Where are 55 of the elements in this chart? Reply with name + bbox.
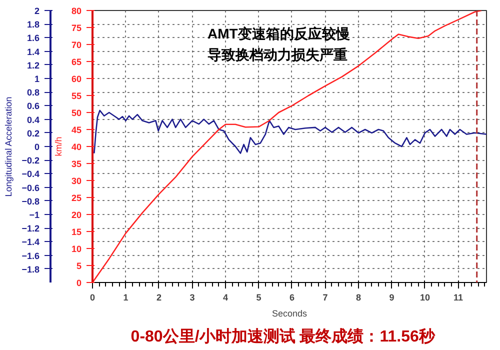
y-tick-label: −0.8 — [22, 196, 40, 206]
x-tick-label: 7 — [322, 292, 328, 302]
y-tick-label: 1.8 — [26, 20, 40, 30]
y-tick-label: 0.6 — [26, 101, 40, 112]
y-tick-label: 1.6 — [26, 33, 40, 44]
x-tick-label: 9 — [389, 292, 394, 302]
y-tick-label: −1.2 — [22, 224, 40, 234]
y-tick-label: −1.8 — [22, 264, 40, 274]
y-tick-label: −1.4 — [22, 237, 40, 248]
y2-tick-label: 15 — [71, 227, 82, 237]
x-tick-label: 1 — [123, 292, 128, 302]
y2-tick-label: 70 — [71, 40, 82, 50]
y-tick-label: −0.4 — [22, 169, 40, 180]
x-axis-title: Seconds — [272, 308, 308, 318]
line-series — [94, 110, 486, 154]
y-tick-label: 0.8 — [26, 88, 40, 98]
y2-tick-label: 35 — [71, 159, 82, 169]
y2-tick-label: 5 — [76, 261, 82, 271]
y2-tick-label: 40 — [71, 142, 82, 152]
y-tick-label: 0 — [34, 142, 40, 152]
y-tick-label: 1.4 — [26, 46, 40, 57]
x-tick-label: 0 — [90, 292, 96, 302]
x-tick-label: 5 — [256, 292, 262, 302]
y2-tick-label: 75 — [71, 23, 82, 33]
y2-tick-label: 30 — [71, 176, 82, 186]
y-tick-label: 0.4 — [26, 114, 40, 125]
y2-tick-label: 60 — [71, 74, 82, 84]
y-tick-label: 0.2 — [26, 128, 40, 138]
annotation: AMT变速箱的反应较慢导致换档动力损失严重 — [208, 26, 350, 62]
y-tick-label: 1 — [34, 74, 40, 84]
y-tick-label: −0.2 — [22, 156, 40, 166]
y-tick-label: −1 — [29, 210, 40, 220]
y2-tick-label: 25 — [71, 193, 82, 203]
x-tick-label: 11 — [453, 292, 463, 302]
x-tick-label: 10 — [420, 292, 430, 302]
y-tick-label: −1.6 — [22, 250, 40, 261]
y2-tick-label: 65 — [71, 57, 82, 67]
y-tick-label: −0.6 — [22, 182, 40, 193]
text: 0-80公里/小时加速测试 最终成绩：11.56秒 — [130, 328, 436, 346]
y2-axis-title: km/h — [53, 136, 64, 156]
x-tick-label: 3 — [190, 292, 195, 302]
y-axis-title: Longitudinal Acceleration — [4, 96, 14, 197]
y2-tick-label: 10 — [71, 244, 82, 254]
y2-tick-label: 20 — [71, 210, 82, 220]
y-tick-label: 1.2 — [26, 60, 40, 70]
y2-tick-label: 0 — [76, 278, 82, 288]
y2-tick-label: 55 — [71, 91, 82, 101]
x-tick-label: 4 — [222, 292, 228, 302]
x-tick-label: 2 — [156, 292, 162, 302]
x-tick-label: 6 — [289, 292, 295, 302]
y2-tick-label: 45 — [71, 125, 82, 135]
y2-tick-label: 80 — [71, 6, 82, 16]
x-tick-label: 8 — [356, 292, 362, 302]
y-tick-label: 2 — [34, 6, 40, 16]
y2-tick-label: 50 — [71, 108, 82, 118]
